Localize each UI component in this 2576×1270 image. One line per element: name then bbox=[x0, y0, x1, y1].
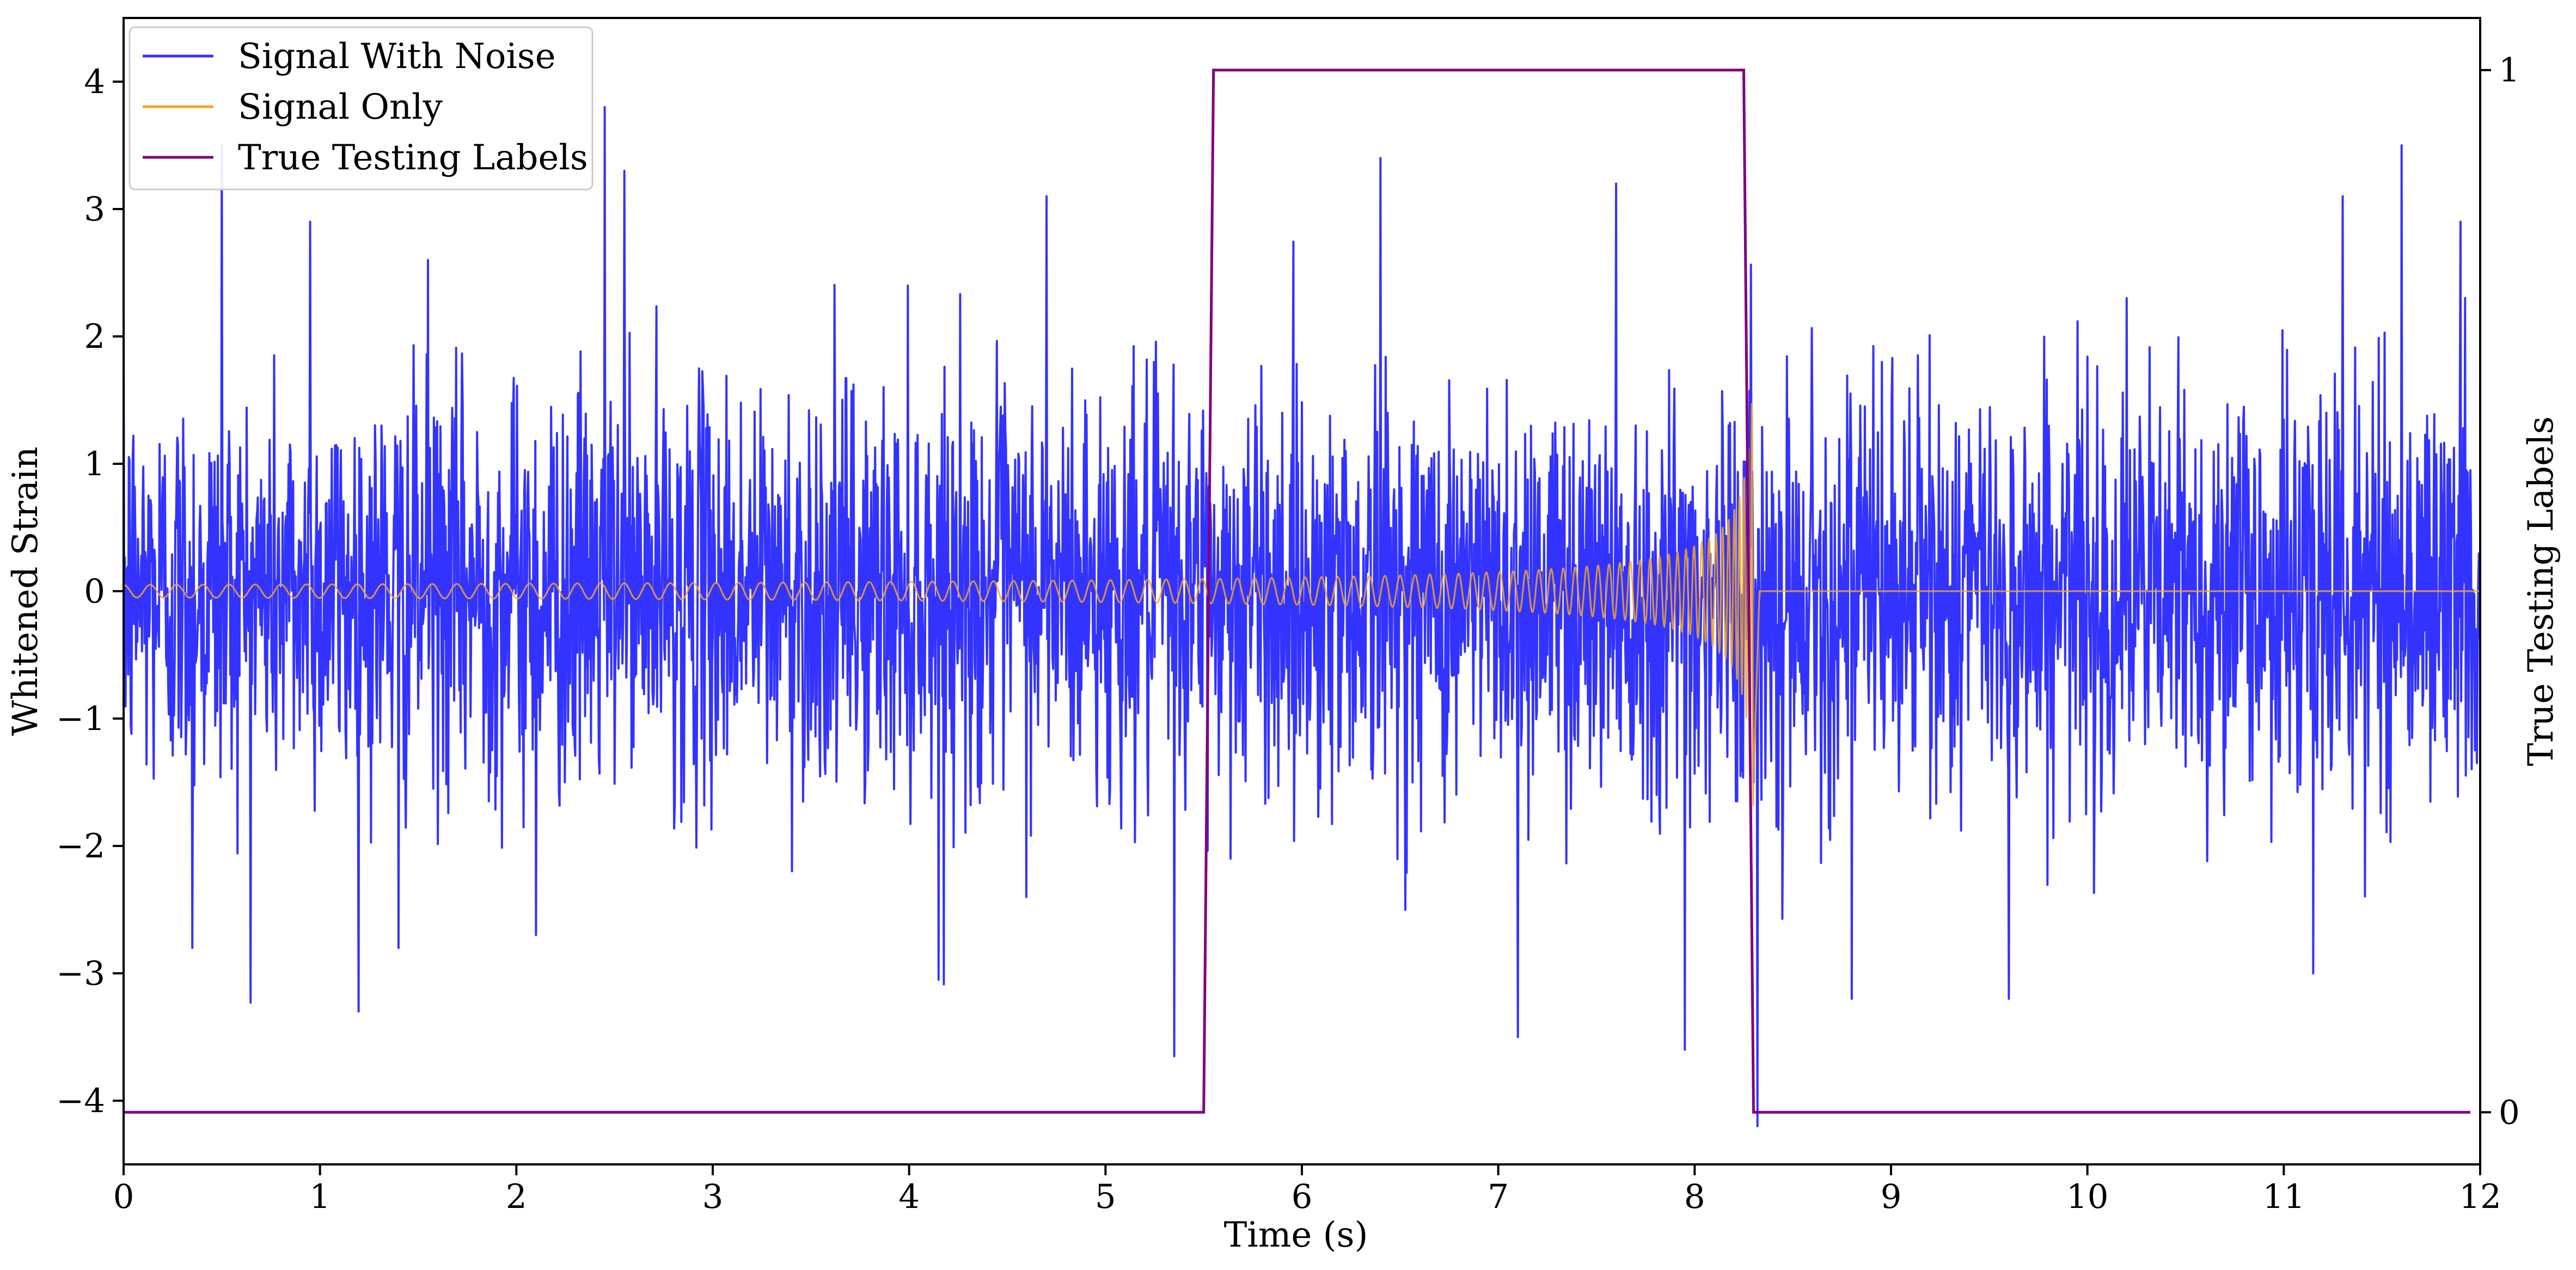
y-tick-label: −3 bbox=[56, 954, 105, 993]
legend-box bbox=[129, 26, 593, 191]
y-tick-label: 2 bbox=[84, 317, 105, 356]
y-tick-label: 1 bbox=[84, 445, 105, 483]
x-axis-label: Time (s) bbox=[1224, 1215, 1368, 1255]
y-axis-label: Whitened Strain bbox=[5, 446, 46, 735]
y-tick-label: 4 bbox=[84, 63, 105, 101]
y-axis-right: 10 bbox=[2480, 51, 2520, 1132]
y2-axis-label: True Testing Labels bbox=[2521, 416, 2561, 766]
series-true-testing-labels-line bbox=[124, 69, 2470, 1114]
y2-tick-label: 0 bbox=[2499, 1093, 2520, 1132]
y-tick-label: 3 bbox=[84, 190, 105, 229]
legend: Signal With Noise Signal Only True Testing… bbox=[129, 26, 593, 191]
x-tick-label: 7 bbox=[1488, 1177, 1509, 1216]
x-tick-label: 9 bbox=[1881, 1177, 1902, 1216]
legend-label-true-testing-labels: True Testing Labels bbox=[238, 138, 588, 178]
legend-label-signal-with-noise: Signal With Noise bbox=[238, 36, 556, 77]
x-tick-label: 3 bbox=[702, 1177, 724, 1216]
y-tick-label: −1 bbox=[56, 700, 105, 738]
x-tick-label: 4 bbox=[898, 1177, 920, 1216]
x-tick-label: 10 bbox=[2066, 1177, 2109, 1216]
legend-label-signal-only: Signal Only bbox=[238, 87, 443, 127]
x-tick-label: 8 bbox=[1684, 1177, 1705, 1216]
x-tick-label: 11 bbox=[2263, 1177, 2305, 1216]
y-tick-label: −2 bbox=[56, 827, 105, 866]
series-signal-with-noise-line bbox=[124, 106, 2480, 1127]
x-tick-label: 5 bbox=[1095, 1177, 1116, 1216]
x-tick-label: 0 bbox=[113, 1177, 134, 1216]
y-tick-label: −4 bbox=[56, 1082, 105, 1120]
y2-tick-label: 1 bbox=[2499, 51, 2520, 90]
x-tick-label: 1 bbox=[309, 1177, 331, 1216]
x-axis: 0 1 2 3 4 5 6 7 8 9 10 11 12 bbox=[113, 1164, 2501, 1216]
y-axis-left: 4 3 2 1 0 −1 −2 −3 −4 bbox=[56, 63, 124, 1120]
x-tick-label: 12 bbox=[2459, 1177, 2501, 1216]
y-tick-label: 0 bbox=[84, 572, 105, 611]
x-tick-label: 2 bbox=[506, 1177, 527, 1216]
plot-series bbox=[124, 69, 2480, 1127]
x-tick-label: 6 bbox=[1292, 1177, 1313, 1216]
series-signal-only-line bbox=[124, 403, 2480, 806]
